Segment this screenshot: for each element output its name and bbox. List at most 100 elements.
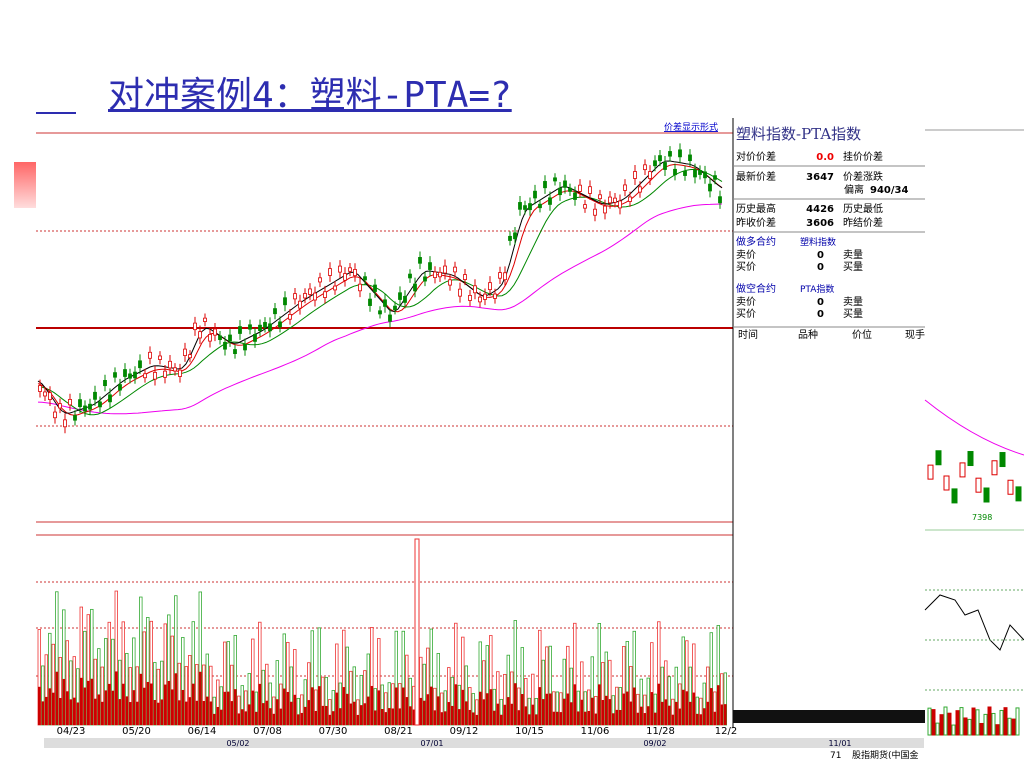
volume-bar [395, 687, 398, 725]
volume-bar [73, 697, 76, 725]
volume-bar [570, 702, 573, 725]
candle-body [268, 323, 272, 332]
candle-body [633, 171, 637, 179]
side-volume [983, 713, 988, 736]
volume-bar [374, 710, 377, 725]
candle-body [153, 371, 157, 380]
volume-bar [465, 701, 468, 725]
volume-bar [440, 712, 444, 725]
volume-bar [545, 693, 549, 725]
volume-bar [720, 704, 724, 725]
side-candle [1015, 486, 1022, 502]
volume-bar [615, 709, 619, 725]
panel-value: 4426 [806, 204, 834, 215]
volume-bar [552, 711, 556, 725]
panel-label: 对价价差 [736, 150, 776, 163]
volume-bar [391, 708, 395, 725]
volume-bar [626, 691, 629, 725]
volume-bar [174, 673, 178, 725]
volume-bar [293, 694, 297, 725]
candle-body [688, 154, 692, 162]
volume-bar [153, 700, 157, 725]
volume-bar [461, 689, 465, 725]
volume-bar [559, 712, 563, 725]
candle-body [393, 305, 397, 311]
candle-body [128, 373, 132, 379]
volume-bar [507, 697, 510, 725]
candle-body [528, 203, 532, 211]
volume-bar [118, 699, 122, 725]
volume-bar [164, 684, 167, 725]
volume-bar [237, 713, 241, 725]
x-tick-label: 10/15 [515, 726, 544, 737]
candle-body [238, 326, 242, 334]
candle-body [583, 204, 587, 209]
volume-bar [300, 712, 304, 725]
volume-bar [647, 706, 650, 725]
moving-average [37, 163, 723, 416]
underline-decoration [36, 112, 76, 114]
candle-body [353, 269, 357, 277]
candle-body [678, 149, 682, 158]
volume-bar [650, 692, 654, 725]
panel-label: 买价 [736, 308, 756, 320]
side-volume [987, 706, 992, 736]
candle-body [173, 367, 177, 372]
volume-bar [605, 695, 608, 725]
volume-bar [125, 696, 129, 725]
volume-bar [150, 683, 153, 725]
side-volume [939, 714, 944, 736]
candle-body [508, 235, 512, 241]
volume-bar [339, 708, 342, 725]
candle-body [453, 266, 457, 273]
bullet-decoration [14, 162, 36, 208]
volume-bar [283, 688, 286, 725]
candle-body [338, 265, 342, 273]
volume-bar [62, 678, 66, 725]
candle-body [543, 181, 547, 189]
volume-bar [591, 697, 594, 725]
volume-bar [223, 691, 227, 725]
volume-bar [255, 711, 258, 725]
volume-bar [475, 714, 479, 725]
scroll-strip [44, 738, 924, 748]
footer-text: 股指期货(中国金 [852, 749, 919, 761]
candle-body [68, 399, 72, 406]
side-volume [963, 717, 968, 736]
side-volume [975, 709, 980, 736]
volume-bar [188, 697, 192, 725]
volume-bar [528, 714, 531, 725]
volume-bar [279, 708, 283, 725]
candle-body [413, 283, 417, 292]
x-tick-label: 07/08 [253, 726, 282, 737]
candle-body [538, 203, 542, 209]
side-candle [991, 460, 998, 476]
panel-label: 最新价差 [736, 170, 776, 183]
panel-label: 历史最低 [843, 202, 883, 215]
volume-bar [619, 709, 622, 725]
volume-bar [444, 711, 447, 725]
candle-body [363, 276, 367, 281]
side-volume [971, 707, 976, 736]
candle-body [518, 202, 522, 210]
volume-bar [104, 690, 108, 725]
x-tick-label: 11/28 [646, 726, 675, 737]
volume-bar [167, 680, 171, 725]
slide-title: 对冲案例4：塑料-PTA=? [108, 75, 512, 116]
candle-body [303, 293, 307, 299]
volume-bar [199, 671, 202, 725]
volume-bar [710, 688, 713, 725]
candle-body [288, 314, 292, 320]
candle-body [163, 370, 167, 378]
candle-body [368, 298, 372, 306]
volume-bar [713, 711, 717, 725]
candle-body [38, 385, 42, 392]
volume-bar [633, 687, 636, 725]
candle-body [438, 271, 442, 278]
volume-bar [286, 691, 290, 725]
volume-bar [503, 704, 507, 725]
panel-value: 0 [817, 297, 824, 308]
candle-body [178, 369, 182, 377]
volume-bar [297, 714, 300, 725]
volume-bar [356, 714, 360, 725]
